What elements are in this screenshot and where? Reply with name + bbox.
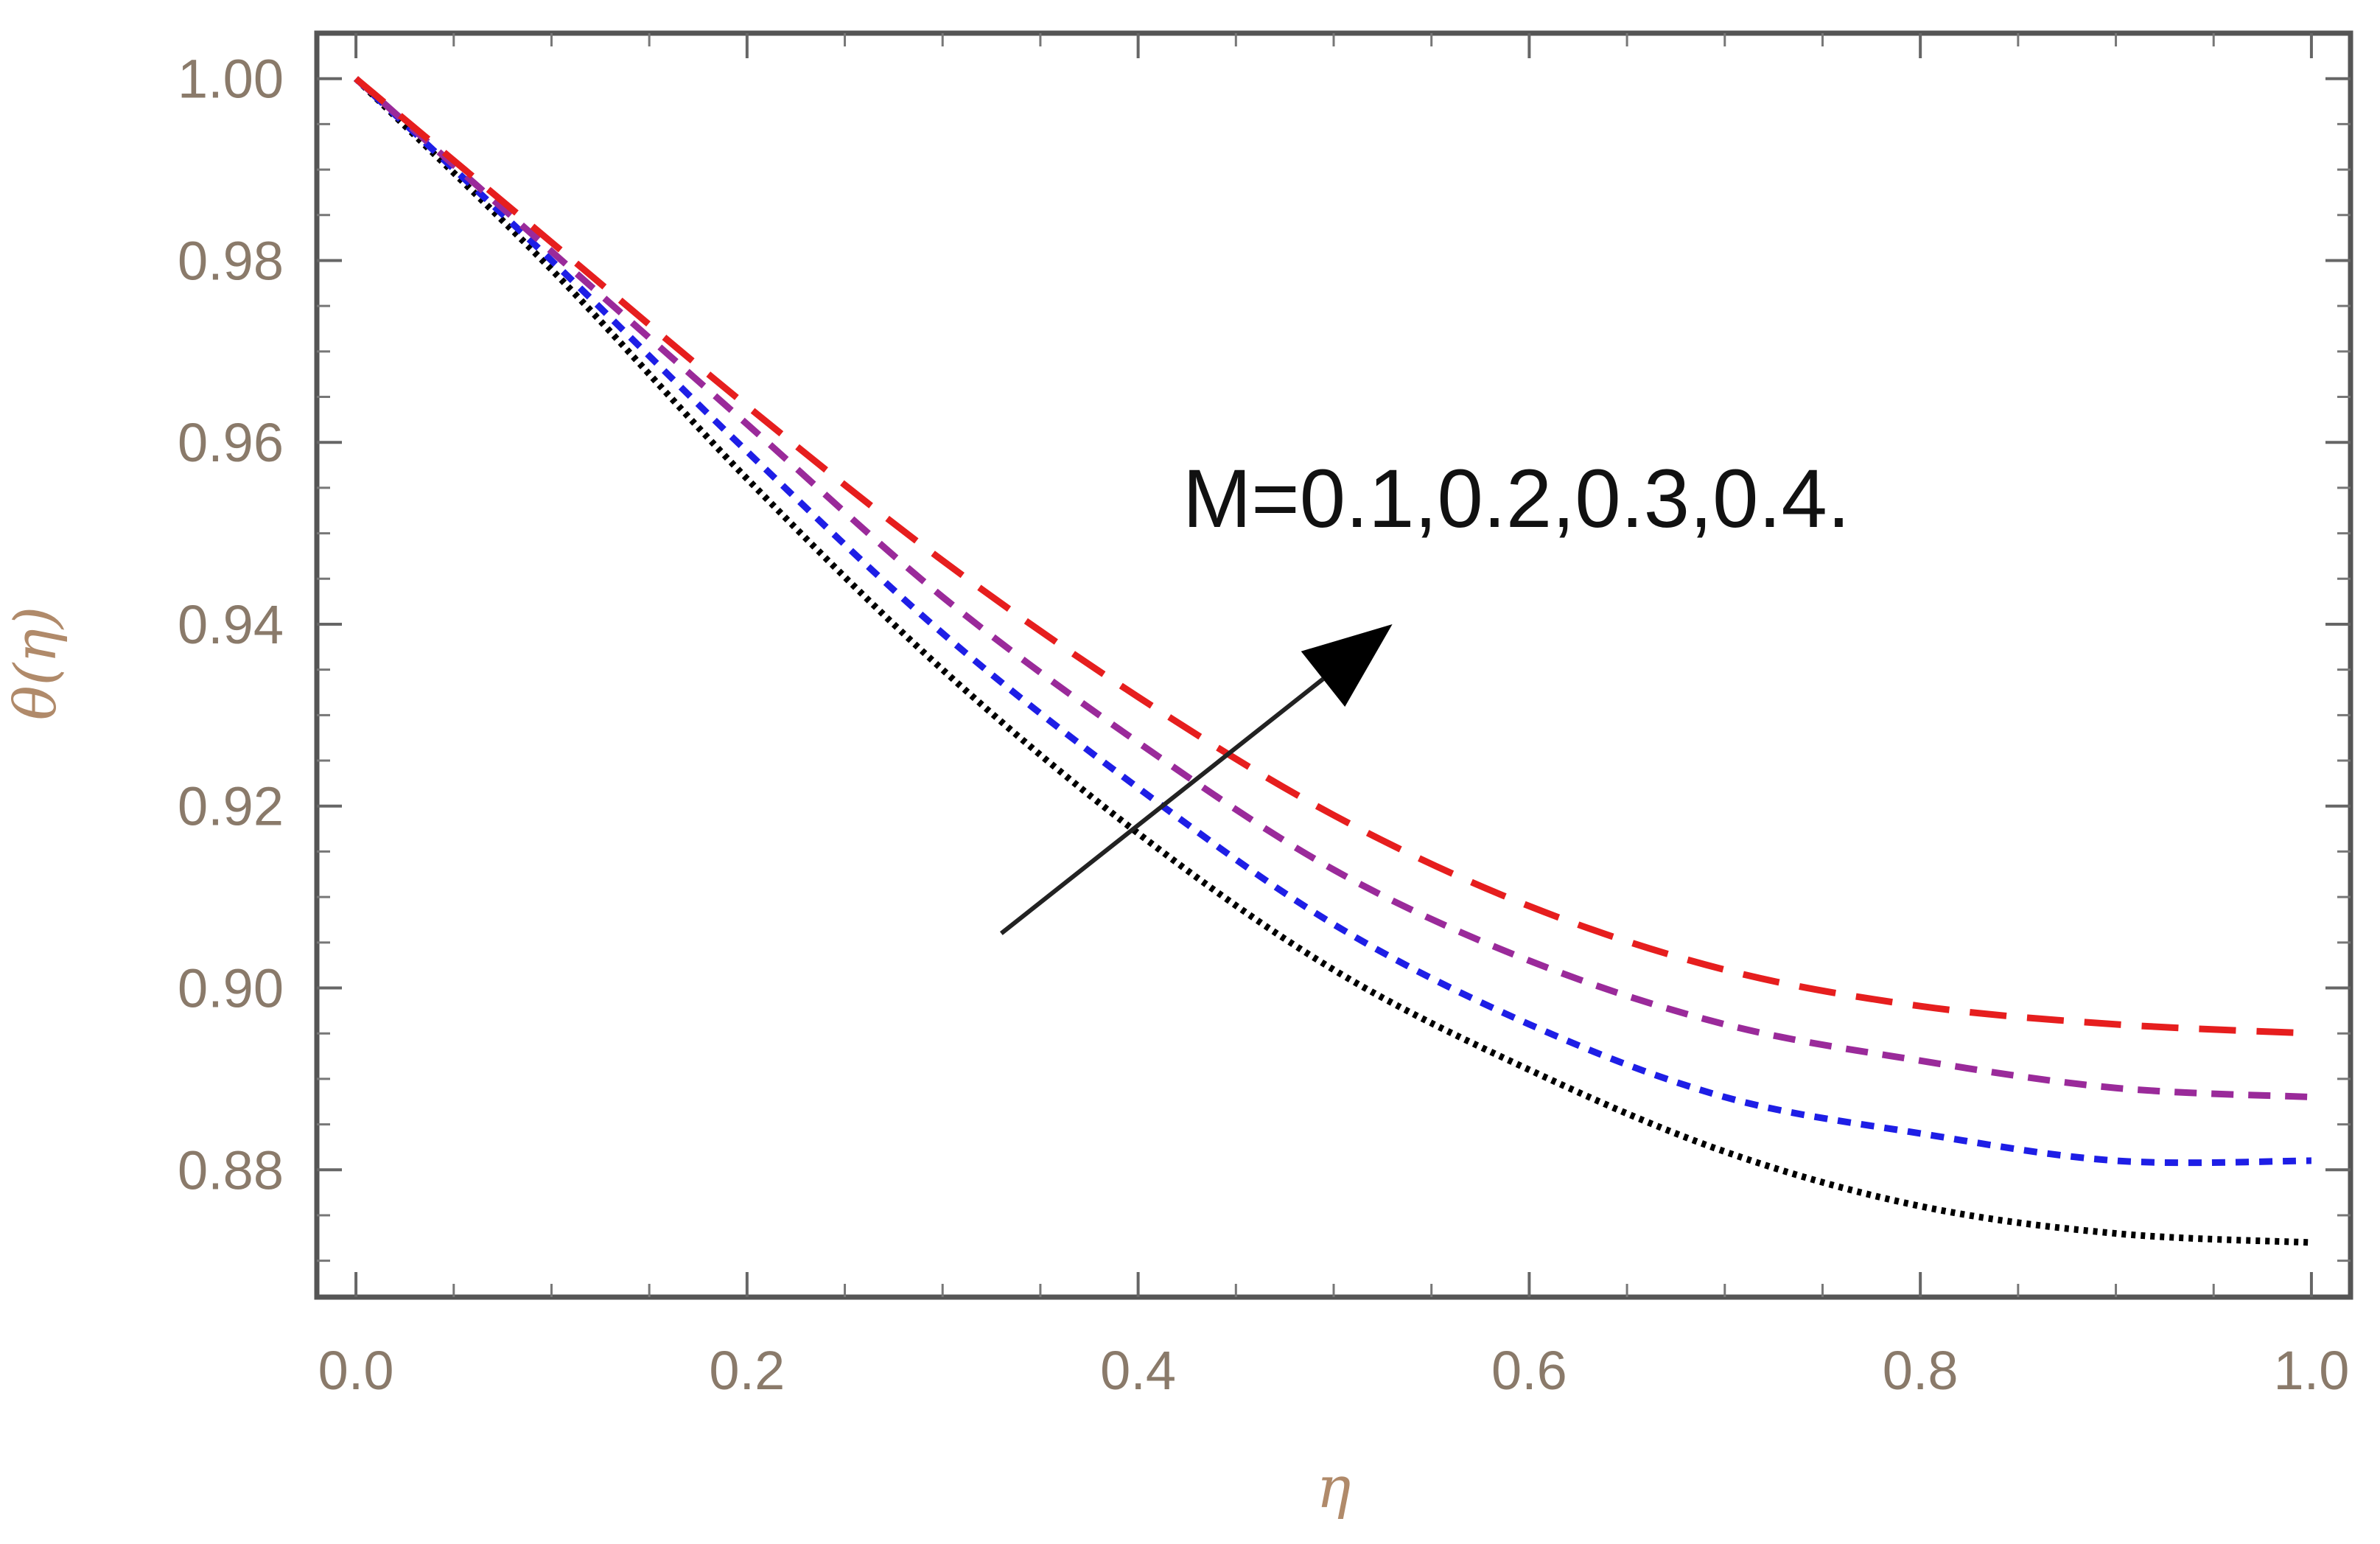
y-tick-label: 0.96	[178, 412, 284, 473]
y-tick-label: 1.00	[178, 49, 284, 110]
y-axis-label: θ(η)	[3, 607, 69, 721]
x-tick-label: 0.0	[318, 1340, 394, 1401]
x-tick-label: 1.0	[2273, 1340, 2349, 1401]
annotation-arrow-shaft	[999, 677, 1325, 935]
y-tick-label: 0.94	[178, 594, 284, 655]
x-tick-label: 0.8	[1883, 1340, 1959, 1401]
series-line-2	[354, 76, 2311, 1167]
annotation-arrow-head	[1301, 623, 1393, 708]
y-tick-label: 0.92	[178, 776, 284, 837]
ticks	[317, 33, 2351, 1297]
series-line-1	[353, 76, 2312, 1246]
series-layer	[353, 76, 2312, 1246]
tick-labels: 0.0 0.2 0.4 0.6 0.8 1.0 1.00 0.98 0.96 0.94 0.92 0.…	[178, 49, 2349, 1401]
x-tick-label: 0.6	[1491, 1340, 1567, 1401]
x-tick-label: 0.4	[1100, 1340, 1176, 1401]
x-tick-label: 0.2	[709, 1340, 785, 1401]
y-tick-label: 0.88	[178, 1139, 284, 1201]
series-line-4	[354, 76, 2312, 1037]
annotation-layer: M=0.1,0.2,0.3,0.4.	[999, 453, 1850, 935]
annotation-label: M=0.1,0.2,0.3,0.4.	[1183, 453, 1850, 545]
y-tick-label: 0.90	[178, 958, 284, 1019]
y-tick-label: 0.98	[178, 230, 284, 291]
series-line-3	[354, 76, 2312, 1101]
x-axis-label: η	[1317, 1455, 1351, 1521]
